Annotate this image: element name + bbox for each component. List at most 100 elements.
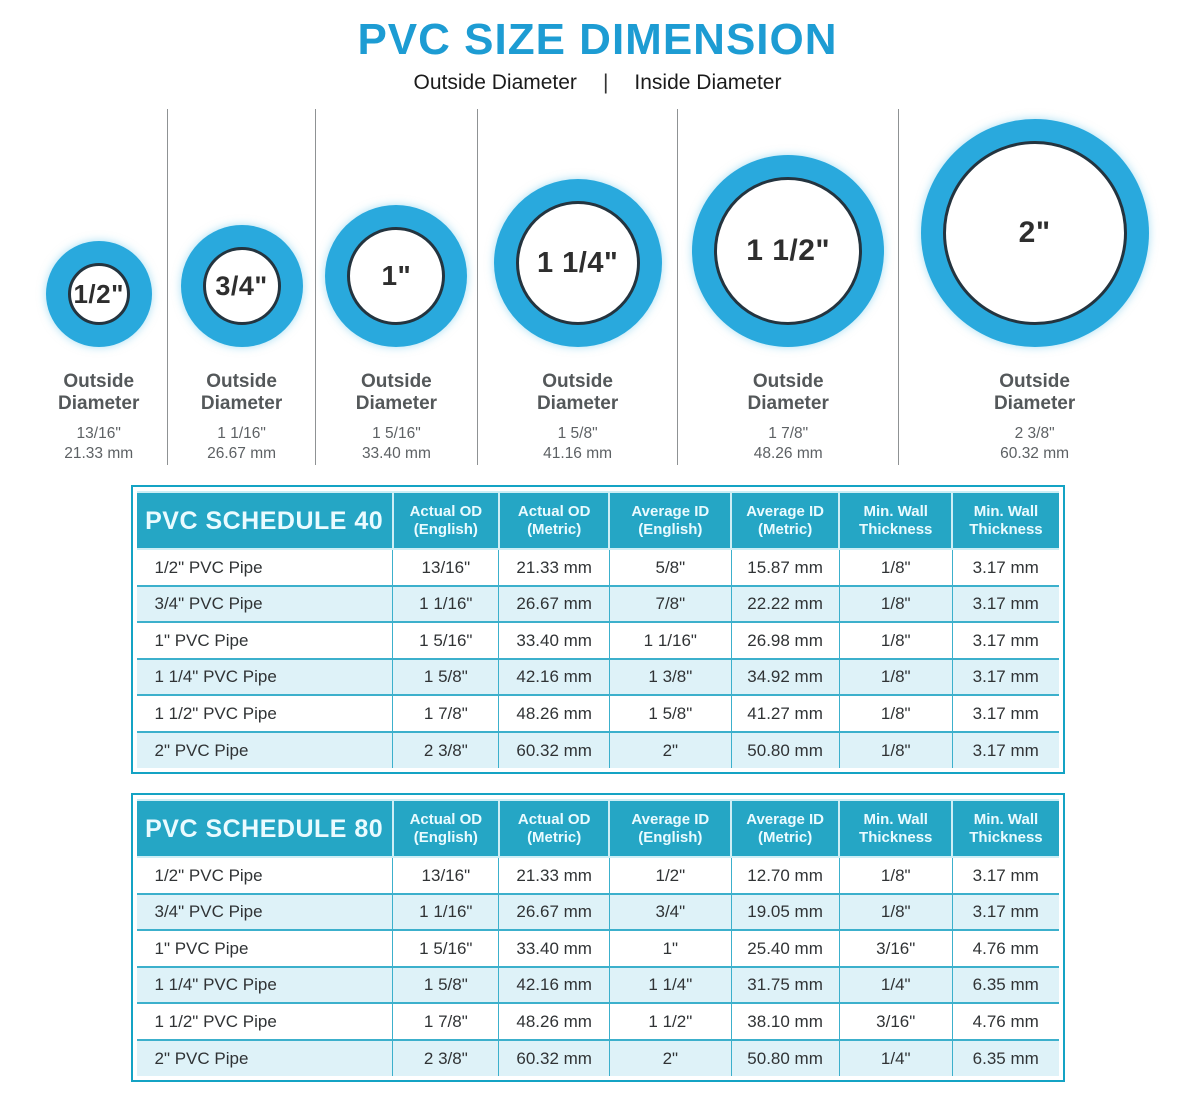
value-cell: 3.17 mm <box>951 657 1059 696</box>
col-header-actual-od-metric: Actual OD (Metric) <box>497 799 611 859</box>
pipe-column-half-inch: 1/2" Outside Diameter 13/16" 21.33 mm <box>30 109 167 465</box>
value-cell: 50.80 mm <box>730 1038 840 1077</box>
value-cell: 1/4" <box>838 1038 953 1077</box>
col-header-average-id-metric: Average ID (Metric) <box>730 799 841 859</box>
value-cell: 1 1/2" <box>608 1002 732 1041</box>
value-cell: 1/8" <box>838 856 953 895</box>
value-cell: 4.76 mm <box>951 929 1059 968</box>
col-header-actual-od-english: Actual OD (English) <box>391 491 500 551</box>
pipe-bore: 1/2" <box>67 263 130 326</box>
value-cell: 3.17 mm <box>951 856 1059 895</box>
value-cell: 1/8" <box>838 548 953 587</box>
value-cell: 42.16 mm <box>498 965 610 1004</box>
pipe-circle-area: 1/2" <box>30 109 167 348</box>
col-header-actual-od-english: Actual OD (English) <box>391 799 500 859</box>
pipe-name-cell: 1 1/2" PVC Pipe <box>136 1002 394 1041</box>
value-cell: 3/16" <box>838 929 953 968</box>
value-cell: 1 1/16" <box>392 584 500 623</box>
pipe-name-cell: 1/2" PVC Pipe <box>136 856 394 895</box>
value-cell: 1 7/8" <box>392 694 500 733</box>
pipe-bore: 1 1/2" <box>714 177 863 326</box>
od-inches-value: 13/16" <box>76 425 121 443</box>
outside-diameter-caption: Outside Diameter <box>993 371 1076 415</box>
value-cell: 1 5/8" <box>392 657 500 696</box>
header: PVC SIZE DIMENSION Outside Diameter | In… <box>0 0 1195 95</box>
outside-diameter-caption: Outside Diameter <box>747 371 829 415</box>
table-row: 1 1/2" PVC Pipe 1 7/8" 48.26 mm 1 1/2" 38.10… <box>136 1002 1059 1041</box>
value-cell: 3/4" <box>608 892 732 931</box>
pipe-circle-area: 1 1/4" <box>478 109 677 348</box>
pipe-circle-area: 1" <box>316 109 477 348</box>
pipe-bore: 3/4" <box>202 247 281 326</box>
schedule-40-header-row: PVC SCHEDULE 40 Actual OD (English) Actu… <box>136 491 1059 551</box>
table-row: 1 1/4" PVC Pipe 1 5/8" 42.16 mm 1 3/8" 34.92… <box>136 657 1059 696</box>
table-title-schedule-80: PVC SCHEDULE 80 <box>136 799 394 859</box>
value-cell: 2 3/8" <box>392 730 500 769</box>
col-header-min-wall-english: Min. Wall Thickness <box>838 799 954 859</box>
col-header-average-id-english: Average ID (English) <box>608 491 733 551</box>
value-cell: 1" <box>608 929 732 968</box>
pipe-ring-one-and-quarter-inch: 1 1/4" <box>493 179 662 348</box>
subtitle-inside-diameter: Inside Diameter <box>634 71 782 95</box>
value-cell: 12.70 mm <box>730 856 840 895</box>
pipe-circle-area: 1 1/2" <box>678 109 898 348</box>
value-cell: 3.17 mm <box>951 730 1059 769</box>
value-cell: 1 3/8" <box>608 657 732 696</box>
col-header-average-id-metric: Average ID (Metric) <box>730 491 841 551</box>
value-cell: 3.17 mm <box>951 584 1059 623</box>
pipe-name-cell: 1 1/4" PVC Pipe <box>136 657 394 696</box>
outside-diameter-caption: Outside Diameter <box>536 371 619 415</box>
value-cell: 25.40 mm <box>730 929 840 968</box>
value-cell: 33.40 mm <box>498 929 610 968</box>
col-header-actual-od-metric: Actual OD (Metric) <box>497 491 611 551</box>
pipe-size-label: 1" <box>381 260 412 292</box>
pipe-name-cell: 2" PVC Pipe <box>136 730 394 769</box>
value-cell: 48.26 mm <box>498 694 610 733</box>
value-cell: 1/4" <box>838 965 953 1004</box>
value-cell: 60.32 mm <box>498 1038 610 1077</box>
value-cell: 1/8" <box>838 730 953 769</box>
value-cell: 50.80 mm <box>730 730 840 769</box>
schedule-40-table: PVC SCHEDULE 40 Actual OD (English) Actu… <box>130 485 1065 775</box>
page-title: PVC SIZE DIMENSION <box>357 15 838 64</box>
pipe-ring-two-inch: 2" <box>920 119 1149 348</box>
pipe-name-cell: 1 1/2" PVC Pipe <box>136 694 394 733</box>
pipe-circle-area: 3/4" <box>168 109 314 348</box>
table-row: 1" PVC Pipe 1 5/16" 33.40 mm 1 1/16" 26.98 m… <box>136 621 1059 660</box>
value-cell: 4.76 mm <box>951 1002 1059 1041</box>
od-mm-value: 26.67 mm <box>207 445 277 463</box>
value-cell: 42.16 mm <box>498 657 610 696</box>
outside-diameter-caption: Outside Diameter <box>58 371 140 415</box>
pipe-name-cell: 1/2" PVC Pipe <box>136 548 394 587</box>
value-cell: 22.22 mm <box>730 584 840 623</box>
value-cell: 1 5/16" <box>392 621 500 660</box>
value-cell: 33.40 mm <box>498 621 610 660</box>
value-cell: 60.32 mm <box>498 730 610 769</box>
value-cell: 26.67 mm <box>498 584 610 623</box>
outside-diameter-caption: Outside Diameter <box>200 371 283 415</box>
pipe-size-label: 1 1/2" <box>746 234 831 268</box>
value-cell: 3.17 mm <box>951 892 1059 931</box>
subtitle: Outside Diameter | Inside Diameter <box>0 71 1195 95</box>
pipe-circles-section: 1/2" Outside Diameter 13/16" 21.33 mm 3/… <box>30 109 1170 466</box>
od-mm-value: 41.16 mm <box>543 445 613 463</box>
pipe-column-one-quarter-inch: 1 1/4" Outside Diameter 1 5/8" 41.16 mm <box>477 109 677 466</box>
value-cell: 2 3/8" <box>392 1038 500 1077</box>
value-cell: 3.17 mm <box>951 548 1059 587</box>
table-title-schedule-40: PVC SCHEDULE 40 <box>136 491 394 551</box>
pipe-name-cell: 3/4" PVC Pipe <box>136 584 394 623</box>
value-cell: 31.75 mm <box>730 965 840 1004</box>
value-cell: 19.05 mm <box>730 892 840 931</box>
value-cell: 13/16" <box>392 548 500 587</box>
value-cell: 3.17 mm <box>951 621 1059 660</box>
od-inches-value: 1 7/8" <box>768 425 809 443</box>
value-cell: 1 1/16" <box>608 621 732 660</box>
value-cell: 1/8" <box>838 892 953 931</box>
pipe-name-cell: 1" PVC Pipe <box>136 621 394 660</box>
dimension-tables: PVC SCHEDULE 40 Actual OD (English) Actu… <box>130 485 1065 1083</box>
pipe-column-one-half-inch: 1 1/2" Outside Diameter 1 7/8" 48.26 mm <box>677 109 898 466</box>
od-inches-value: 1 1/16" <box>217 425 266 443</box>
value-cell: 2" <box>608 1038 732 1077</box>
value-cell: 26.67 mm <box>498 892 610 931</box>
pipe-bore: 1 1/4" <box>515 201 640 326</box>
